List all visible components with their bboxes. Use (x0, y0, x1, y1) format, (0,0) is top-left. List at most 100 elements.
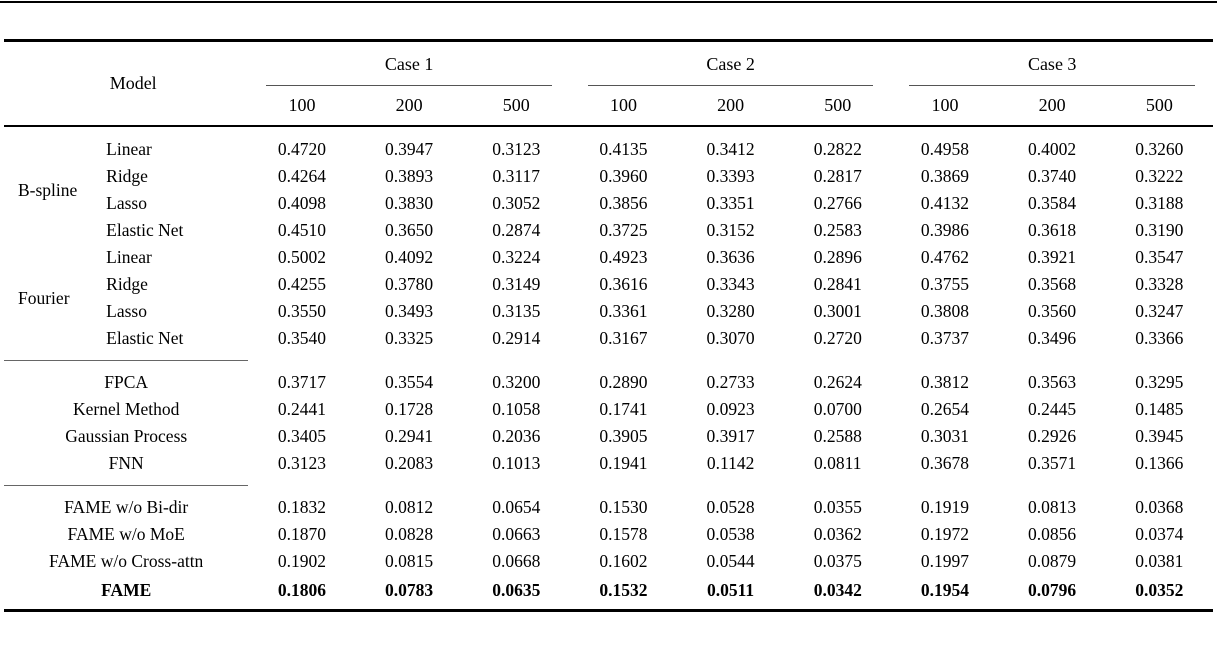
value-cell: 0.3412 (706, 139, 755, 159)
table-body: B-spline Linear 0.4720 0.3947 0.3123 0.4… (4, 126, 1213, 612)
value-cell: 0.2766 (813, 193, 862, 213)
row-label: FAME w/o Cross-attn (49, 551, 204, 571)
row-label: FAME w/o Bi-dir (64, 497, 189, 517)
value-cell: 0.2445 (1028, 399, 1077, 419)
value-cell: 0.0368 (1135, 497, 1184, 517)
value-cell: 0.4510 (277, 220, 327, 240)
case-3-header: Case 3 (891, 41, 1213, 87)
value-cell: 0.3830 (385, 193, 434, 213)
value-cell: 0.3650 (385, 220, 434, 240)
value-cell: 0.4923 (599, 247, 648, 267)
value-cell: 0.3678 (920, 453, 970, 473)
size-header: 200 (998, 86, 1106, 127)
value-cell: 0.3737 (920, 328, 970, 348)
value-cell: 0.1485 (1135, 399, 1184, 419)
value-cell: 0.3905 (599, 426, 648, 446)
value-cell: 0.4762 (920, 247, 970, 267)
value-cell: 0.3717 (277, 372, 327, 392)
table-row: Kernel Method 0.2441 0.1728 0.1058 0.174… (4, 396, 1213, 423)
size-header: 100 (891, 86, 999, 127)
value-cell: 0.3361 (599, 301, 648, 321)
table-row: FNN 0.3123 0.2083 0.1013 0.1941 0.1142 0… (4, 450, 1213, 477)
value-cell: 0.2583 (813, 220, 862, 240)
row-label: Lasso (106, 193, 147, 213)
size-header: 100 (569, 86, 678, 127)
model-column-header: Model (4, 40, 249, 127)
value-cell: 0.1832 (277, 497, 327, 517)
size-header: 500 (462, 86, 570, 127)
section-divider (4, 352, 249, 369)
value-cell: 0.0342 (784, 575, 892, 612)
value-cell: 0.1602 (599, 551, 648, 571)
divider-spacer (248, 352, 1213, 369)
value-cell: 0.0811 (814, 453, 862, 473)
value-cell: 0.2890 (599, 372, 648, 392)
value-cell: 0.0528 (706, 497, 755, 517)
case-2-header: Case 2 (570, 41, 892, 87)
value-cell: 0.4135 (599, 139, 648, 159)
value-cell: 0.3550 (277, 301, 327, 321)
value-cell: 0.4958 (920, 139, 970, 159)
group-label-bspline: B-spline (18, 179, 78, 200)
row-label: Kernel Method (72, 399, 180, 419)
value-cell: 0.2441 (277, 399, 327, 419)
value-cell: 0.0813 (1028, 497, 1077, 517)
value-cell: 0.3493 (385, 301, 434, 321)
value-cell: 0.2914 (492, 328, 541, 348)
value-cell: 0.3123 (277, 453, 327, 473)
value-cell: 0.3947 (385, 139, 434, 159)
table-row: Elastic Net 0.3540 0.3325 0.2914 0.3167 … (4, 325, 1213, 352)
value-cell: 0.0544 (706, 551, 755, 571)
value-cell: 0.1142 (706, 453, 755, 473)
value-cell: 0.1728 (385, 399, 434, 419)
value-cell: 0.3405 (277, 426, 327, 446)
value-cell: 0.3260 (1135, 139, 1184, 159)
value-cell: 0.0879 (1028, 551, 1077, 571)
value-cell: 0.3351 (706, 193, 755, 213)
results-table: Model Case 1 Case 2 Case 3 100 200 500 1… (4, 39, 1213, 612)
value-cell: 0.0375 (813, 551, 862, 571)
value-cell: 0.2733 (706, 372, 755, 392)
value-cell: 0.1919 (920, 497, 970, 517)
value-cell: 0.1954 (891, 575, 999, 612)
value-cell: 0.3571 (1028, 453, 1077, 473)
value-cell: 0.3200 (492, 372, 541, 392)
value-cell: 0.2822 (813, 139, 862, 159)
value-cell: 0.3190 (1135, 220, 1184, 240)
table-row: Lasso 0.3550 0.3493 0.3135 0.3361 0.3280… (4, 298, 1213, 325)
value-cell: 0.3188 (1135, 193, 1184, 213)
size-header: 200 (677, 86, 785, 127)
group-label-fourier: Fourier (18, 287, 70, 308)
section-divider (4, 477, 249, 494)
value-cell: 0.1366 (1135, 453, 1184, 473)
value-cell: 0.3755 (920, 274, 970, 294)
value-cell: 0.4002 (1028, 139, 1077, 159)
table-row: Ridge 0.4264 0.3893 0.3117 0.3960 0.3393… (4, 163, 1213, 190)
value-cell: 0.3001 (813, 301, 862, 321)
value-cell: 0.3366 (1135, 328, 1184, 348)
value-cell: 0.1578 (599, 524, 648, 544)
value-cell: 0.1902 (277, 551, 327, 571)
value-cell: 0.3052 (492, 193, 541, 213)
value-cell: 0.3117 (492, 166, 541, 186)
size-header: 200 (355, 86, 463, 127)
value-cell: 0.3636 (706, 247, 755, 267)
section-divider-row (4, 352, 1213, 369)
table-row: Gaussian Process 0.3405 0.2941 0.2036 0.… (4, 423, 1213, 450)
value-cell: 0.3584 (1028, 193, 1077, 213)
value-cell: 0.3856 (599, 193, 648, 213)
value-cell: 0.2941 (385, 426, 434, 446)
row-label: Elastic Net (106, 220, 184, 240)
value-cell: 0.0663 (492, 524, 541, 544)
value-cell: 0.3247 (1135, 301, 1184, 321)
row-label: Ridge (106, 274, 148, 294)
value-cell: 0.3393 (706, 166, 755, 186)
value-cell: 0.3328 (1135, 274, 1184, 294)
value-cell: 0.1806 (248, 575, 356, 612)
value-cell: 0.3921 (1028, 247, 1077, 267)
row-label: Linear (106, 139, 152, 159)
value-cell: 0.0352 (1105, 575, 1213, 612)
value-cell: 0.3343 (706, 274, 755, 294)
value-cell: 0.3986 (920, 220, 970, 240)
row-label: Lasso (106, 301, 147, 321)
